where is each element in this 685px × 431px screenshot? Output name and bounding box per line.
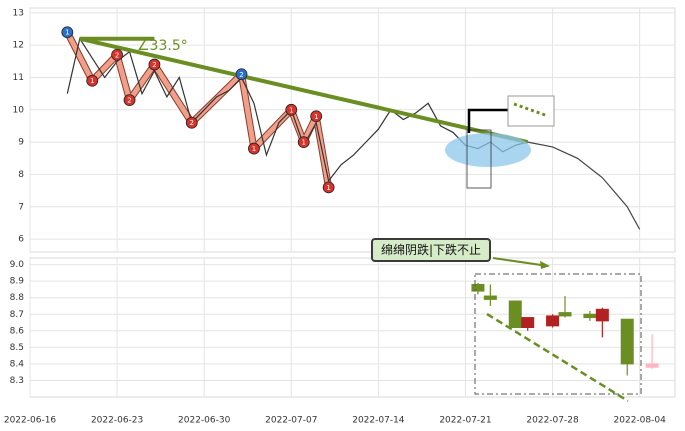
bottom-layer: 2022-06-16 2022-06-23 2022-06-30 2022-07-07… (4, 258, 675, 426)
y-tick-label: 10 (13, 105, 25, 115)
y-tick-label: 12 (13, 41, 24, 51)
candle-box (474, 273, 642, 395)
point-label: 1 (65, 29, 69, 37)
x-tick-label: 2022-06-30 (178, 416, 231, 426)
x-tick-label: 2022-07-21 (439, 416, 491, 426)
x-tick-label: 2022-07-28 (526, 416, 579, 426)
y-tick-label: 13 (13, 8, 24, 18)
price-line (66, 37, 528, 183)
point-label: 1 (90, 77, 94, 85)
point-marker (86, 74, 99, 87)
price-line (527, 141, 641, 230)
pointer-line (467, 108, 508, 133)
y-tick-label: 8.3 (10, 376, 24, 386)
point-marker (123, 94, 136, 107)
trend-line (79, 36, 529, 145)
point-label: 1 (301, 139, 305, 147)
annotation-arrowhead (540, 261, 550, 269)
y-tick-label: 7 (18, 202, 24, 212)
point-marker (235, 68, 248, 81)
y-tick-label: 6 (18, 235, 24, 245)
x-tick-label: 2022-07-07 (265, 416, 317, 426)
point-label: 1 (314, 113, 318, 121)
candle-body (645, 363, 659, 368)
top-panel (29, 7, 676, 253)
x-tick-label: 2022-07-14 (352, 416, 405, 426)
point-label: 1 (252, 145, 256, 153)
point-marker (148, 58, 161, 71)
y-tick-label: 8.8 (10, 293, 25, 303)
y-tick-label: 8.9 (10, 277, 25, 287)
candle-body (483, 295, 497, 300)
y-tick-label: 11 (13, 73, 24, 83)
point-label: 2 (190, 119, 194, 127)
point-marker (285, 103, 298, 116)
y-tick-label: 8.5 (10, 343, 24, 353)
point-marker (111, 48, 123, 61)
candle-body (508, 300, 522, 328)
candle-body (546, 315, 560, 327)
annotation-text: 绵绵阴跌|下跌不止 (381, 242, 481, 257)
highlight-ellipse (445, 133, 531, 167)
candle-body (521, 317, 535, 329)
point-marker (61, 26, 74, 39)
point-label: 1 (326, 184, 330, 192)
x-tick-label: 2022-06-23 (91, 416, 143, 426)
point-marker (297, 136, 310, 149)
thumbnail-candles (513, 102, 549, 118)
point-label: 1 (289, 106, 293, 114)
y-tick-label: 8 (18, 170, 24, 180)
candle-body (620, 318, 634, 365)
point-marker (310, 110, 323, 123)
point-label: 2 (115, 51, 119, 59)
x-tick-label: 2022-06-16 (4, 416, 57, 426)
bottom-panel (29, 257, 676, 398)
candle-body (471, 283, 485, 292)
candle-body (595, 308, 609, 322)
point-marker (185, 116, 198, 129)
point-label: 2 (239, 71, 243, 79)
y-tick-label: 8.4 (10, 359, 25, 369)
point-marker (322, 181, 335, 194)
point-label: 2 (127, 97, 131, 105)
point-marker (248, 142, 260, 155)
candle-body (558, 312, 572, 317)
down-trend (486, 312, 629, 403)
y-tick-label: 8.7 (10, 310, 24, 320)
y-tick-label: 8.6 (10, 326, 25, 336)
annotation-arrow (492, 257, 549, 267)
y-tick-label: 9.0 (10, 260, 25, 270)
angle-label: ∠33.5° (137, 38, 188, 54)
x-tick-label: 2022-08-04 (614, 416, 667, 426)
annotation-box (371, 238, 491, 262)
point-label: 2 (152, 61, 156, 69)
candle-body (583, 313, 597, 319)
y-tick-label: 9 (18, 138, 24, 148)
focus-box (466, 129, 492, 189)
